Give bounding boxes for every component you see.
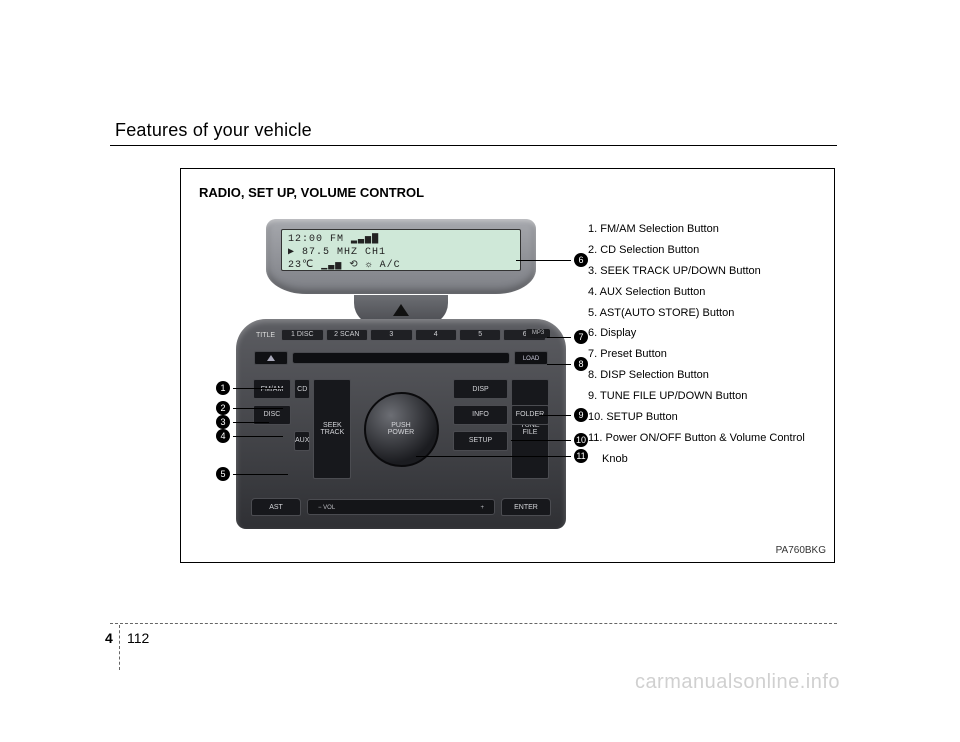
- cd-slot[interactable]: [292, 352, 510, 364]
- legend-item-5: 5. AST(AUTO STORE) Button: [588, 303, 818, 324]
- display-row-2: ▶ 87.5 MHZ CH1: [288, 246, 514, 259]
- callout-num-9: 9: [574, 408, 588, 422]
- legend-item-8: 8. DISP Selection Button: [588, 365, 818, 386]
- header-rule: [110, 145, 837, 146]
- vol-minus-label: − VOL: [318, 500, 335, 514]
- callout-2: 2: [216, 401, 283, 415]
- callout-num-8: 8: [574, 357, 588, 371]
- preset-2[interactable]: 2 SCAN: [326, 329, 368, 341]
- callout-num-5: 5: [216, 467, 230, 481]
- legend-item-11: 11. Power ON/OFF Button & Volume Control: [588, 428, 818, 449]
- callout-7: 7: [547, 330, 588, 344]
- callout-10: 10: [511, 433, 588, 447]
- callout-8: 8: [547, 357, 588, 371]
- setup-button[interactable]: SETUP: [453, 431, 508, 451]
- callout-num-4: 4: [216, 429, 230, 443]
- page-number: 112: [127, 630, 149, 646]
- aux-button[interactable]: AUX: [294, 431, 310, 451]
- footer-vdots: [119, 625, 120, 670]
- hazard-icon: [393, 304, 409, 316]
- legend-item-4: 4. AUX Selection Button: [588, 282, 818, 303]
- callout-4: 4: [216, 429, 283, 443]
- cd-slot-row: LOAD: [254, 349, 548, 367]
- callout-9: 9: [539, 408, 588, 422]
- callout-num-3: 3: [216, 415, 230, 429]
- disp-button[interactable]: DISP: [453, 379, 508, 399]
- figure-box: RADIO, SET UP, VOLUME CONTROL PA760BKG 1…: [180, 168, 835, 563]
- button-grid: SEEK TRACK FM/AM DISC CD AUX PUSH POWER …: [251, 374, 551, 484]
- callout-num-6: 6: [574, 253, 588, 267]
- callout-11: 11: [416, 449, 588, 463]
- figure-code: PA760BKG: [776, 545, 826, 556]
- info-button[interactable]: INFO: [453, 405, 508, 425]
- volume-bar[interactable]: − VOL +: [307, 499, 495, 515]
- preset-4[interactable]: 4: [415, 329, 457, 341]
- legend-item-7: 7. Preset Button: [588, 344, 818, 365]
- callout-6: 6: [516, 253, 588, 267]
- ast-button[interactable]: AST: [251, 498, 301, 516]
- legend-list: 1. FM/AM Selection Button 2. CD Selectio…: [588, 219, 818, 470]
- preset-5[interactable]: 5: [459, 329, 501, 341]
- display-row-3: 23℃ ▁▃▅ ⟲ ☼ A/C: [288, 259, 514, 272]
- callout-num-1: 1: [216, 381, 230, 395]
- tune-file-button[interactable]: TUNE FILE: [511, 379, 549, 479]
- legend-item-2: 2. CD Selection Button: [588, 240, 818, 261]
- watermark: carmanualsonline.info: [635, 671, 840, 694]
- footer-rule: [110, 623, 837, 624]
- legend-item-6: 6. Display: [588, 323, 818, 344]
- callout-3: 3: [216, 415, 269, 429]
- legend-item-3: 3. SEEK TRACK UP/DOWN Button: [588, 261, 818, 282]
- legend-item-1: 1. FM/AM Selection Button: [588, 219, 818, 240]
- legend-item-10: 10. SETUP Button: [588, 407, 818, 428]
- callout-num-11: 11: [574, 449, 588, 463]
- seek-track-button[interactable]: SEEK TRACK: [313, 379, 351, 479]
- display-screen: 12:00 FM ▂▃▅▇ ▶ 87.5 MHZ CH1 23℃ ▁▃▅ ⟲ ☼…: [281, 229, 521, 271]
- cd-button[interactable]: CD: [294, 379, 310, 399]
- console: TITLE 1 DISC 2 SCAN 3 4 5 6 MP3 LOAD SE: [236, 319, 566, 529]
- bottom-row: AST − VOL + ENTER: [251, 493, 551, 521]
- legend-item-9: 9. TUNE FILE UP/DOWN Button: [588, 386, 818, 407]
- figure-title: RADIO, SET UP, VOLUME CONTROL: [199, 185, 424, 200]
- callout-num-2: 2: [216, 401, 230, 415]
- preset-title-label: TITLE: [256, 332, 275, 339]
- callout-num-10: 10: [574, 433, 588, 447]
- display-row-1: 12:00 FM ▂▃▅▇: [288, 233, 514, 246]
- vol-plus-label: +: [480, 500, 484, 514]
- page: Features of your vehicle RADIO, SET UP, …: [0, 0, 960, 742]
- legend-item-11b: Knob: [588, 449, 818, 470]
- callout-1: 1: [216, 381, 283, 395]
- preset-3[interactable]: 3: [370, 329, 412, 341]
- enter-button[interactable]: ENTER: [501, 498, 551, 516]
- callout-num-7: 7: [574, 330, 588, 344]
- eject-button[interactable]: [254, 351, 288, 365]
- preset-row: TITLE 1 DISC 2 SCAN 3 4 5 6: [256, 327, 546, 343]
- page-chapter: 4: [105, 630, 113, 646]
- callout-5: 5: [216, 467, 288, 481]
- preset-1[interactable]: 1 DISC: [281, 329, 323, 341]
- load-button[interactable]: LOAD: [514, 351, 548, 365]
- page-header: Features of your vehicle: [115, 120, 312, 141]
